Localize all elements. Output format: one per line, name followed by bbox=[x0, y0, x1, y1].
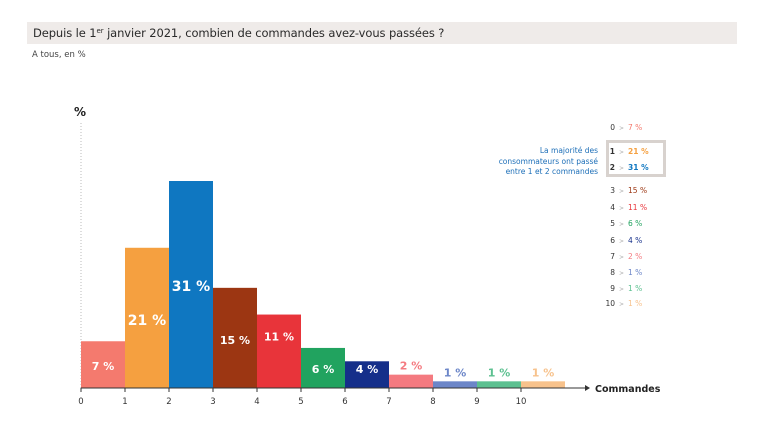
bar-5 bbox=[301, 347, 345, 388]
x-axis-arrow bbox=[585, 385, 590, 391]
legend-number: 1 bbox=[609, 147, 615, 156]
callout-text: La majorité des consommateurs ont passé … bbox=[498, 146, 598, 176]
chevron-right-icon: > bbox=[619, 270, 625, 277]
bar-label-4: 11 % bbox=[264, 331, 294, 344]
legend-number: 0 bbox=[610, 123, 615, 132]
bar-label-5: 6 % bbox=[312, 363, 335, 376]
bar-2 bbox=[169, 181, 213, 388]
legend-value: 11 % bbox=[628, 203, 648, 212]
legend-row-5: 5 >6 % bbox=[601, 219, 642, 228]
legend-row-0: 0 >7 % bbox=[601, 123, 642, 132]
bar-3 bbox=[213, 287, 257, 388]
bar-label-6: 4 % bbox=[356, 363, 379, 376]
legend-row-7: 7 >2 % bbox=[601, 252, 642, 261]
chart-subtitle: A tous, en % bbox=[32, 50, 86, 60]
legend-value: 1 % bbox=[628, 284, 643, 293]
chevron-right-icon: > bbox=[619, 286, 625, 293]
legend-row-3: 3 >15 % bbox=[601, 186, 647, 195]
x-tick-label-7: 7 bbox=[386, 397, 391, 407]
legend-number: 7 bbox=[610, 252, 615, 261]
chevron-right-icon: > bbox=[619, 254, 625, 261]
legend-number: 8 bbox=[610, 268, 615, 277]
bar-8 bbox=[433, 381, 477, 388]
bar-label-8: 1 % bbox=[444, 366, 467, 379]
legend-number: 5 bbox=[610, 219, 615, 228]
chevron-right-icon: > bbox=[619, 301, 625, 308]
x-tick-label-8: 8 bbox=[430, 397, 435, 407]
x-tick-label-2: 2 bbox=[166, 397, 171, 407]
bar-label-9: 1 % bbox=[488, 366, 511, 379]
x-tick-label-5: 5 bbox=[298, 397, 303, 407]
legend-row-10: 10 >1 % bbox=[601, 299, 642, 308]
x-tick-label-9: 9 bbox=[474, 397, 479, 407]
legend-number: 3 bbox=[610, 186, 615, 195]
y-axis-label: % bbox=[74, 105, 86, 119]
chevron-right-icon: > bbox=[619, 125, 625, 132]
legend-number: 9 bbox=[610, 284, 615, 293]
bar-0 bbox=[81, 341, 125, 388]
bar-1 bbox=[125, 247, 169, 388]
bar-4 bbox=[257, 314, 301, 388]
legend-value: 1 % bbox=[628, 299, 643, 308]
legend-value: 31 % bbox=[628, 163, 649, 172]
bar-6 bbox=[345, 361, 389, 388]
legend-value: 7 % bbox=[628, 123, 643, 132]
bar-10 bbox=[521, 381, 565, 388]
legend-row-4: 4 >11 % bbox=[601, 203, 647, 212]
x-tick-label-4: 4 bbox=[254, 397, 259, 407]
legend-number: 10 bbox=[605, 299, 615, 308]
x-tick-label-10: 10 bbox=[516, 397, 527, 407]
x-tick-label-1: 1 bbox=[122, 397, 127, 407]
chevron-right-icon: > bbox=[619, 149, 625, 156]
chevron-right-icon: > bbox=[619, 205, 625, 212]
legend-number: 4 bbox=[610, 203, 615, 212]
x-tick-label-6: 6 bbox=[342, 397, 347, 407]
legend-value: 21 % bbox=[628, 147, 649, 156]
chevron-right-icon: > bbox=[619, 188, 625, 195]
legend-row-6: 6 >4 % bbox=[601, 236, 642, 245]
bar-7 bbox=[389, 374, 433, 388]
bar-label-7: 2 % bbox=[400, 360, 423, 373]
legend-value: 6 % bbox=[628, 219, 643, 228]
legend-value: 15 % bbox=[628, 186, 648, 195]
legend-row-1: 1 >21 % bbox=[601, 147, 649, 156]
x-tick-label-3: 3 bbox=[210, 397, 215, 407]
bar-9 bbox=[477, 381, 521, 388]
bar-label-1: 21 % bbox=[128, 313, 166, 329]
legend-value: 4 % bbox=[628, 236, 643, 245]
chevron-right-icon: > bbox=[619, 238, 625, 245]
legend-number: 6 bbox=[610, 236, 615, 245]
x-axis-label: Commandes bbox=[595, 384, 661, 395]
legend-value: 1 % bbox=[628, 268, 643, 277]
chevron-right-icon: > bbox=[619, 221, 625, 228]
chart-title: Depuis le 1er janvier 2021, combien de c… bbox=[33, 26, 445, 40]
bar-label-0: 7 % bbox=[92, 360, 115, 373]
legend-row-8: 8 >1 % bbox=[601, 268, 642, 277]
x-tick-label-0: 0 bbox=[78, 397, 83, 407]
legend-value: 2 % bbox=[628, 252, 643, 261]
question-header: Depuis le 1er janvier 2021, combien de c… bbox=[27, 22, 737, 44]
bar-label-10: 1 % bbox=[532, 366, 555, 379]
highlight-box bbox=[606, 140, 666, 177]
legend-number: 2 bbox=[609, 163, 615, 172]
bar-label-3: 15 % bbox=[220, 334, 250, 347]
legend-row-2: 2 >31 % bbox=[601, 163, 649, 172]
legend-row-9: 9 >1 % bbox=[601, 284, 642, 293]
bar-label-2: 31 % bbox=[172, 279, 210, 295]
chevron-right-icon: > bbox=[619, 165, 625, 172]
